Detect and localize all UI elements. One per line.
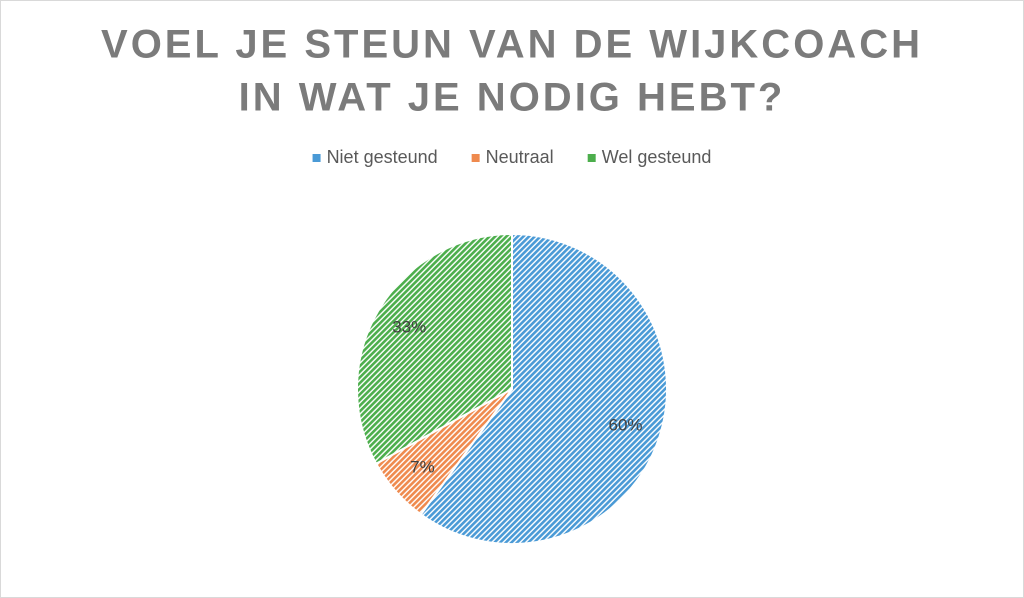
chart-title: VOEL JE STEUN VAN DE WIJKCOACH: [101, 23, 923, 67]
legend-marker: [312, 154, 321, 162]
chart-title: IN WAT JE NODIG HEBT?: [239, 76, 786, 120]
data-label: 60%: [608, 415, 642, 434]
legend-label: Wel gesteund: [602, 147, 712, 167]
legend-label: Neutraal: [486, 147, 554, 167]
legend-marker: [587, 154, 596, 162]
legend-label: Niet gesteund: [327, 147, 438, 167]
data-label: 33%: [392, 318, 426, 337]
data-label: 7%: [410, 457, 435, 476]
pie-slice: [419, 232, 668, 545]
pie-slice: [356, 232, 513, 466]
legend-marker: [471, 154, 480, 162]
